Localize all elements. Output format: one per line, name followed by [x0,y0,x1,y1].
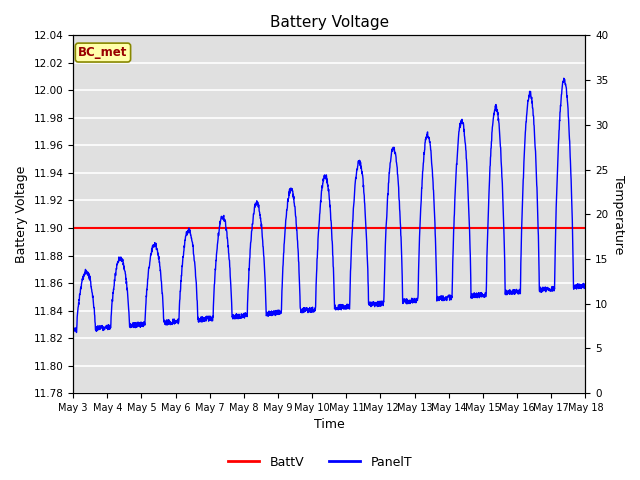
Text: BC_met: BC_met [78,46,127,59]
Y-axis label: Battery Voltage: Battery Voltage [15,166,28,263]
X-axis label: Time: Time [314,419,344,432]
Y-axis label: Temperature: Temperature [612,175,625,254]
Legend: BattV, PanelT: BattV, PanelT [223,451,417,474]
Title: Battery Voltage: Battery Voltage [269,15,389,30]
